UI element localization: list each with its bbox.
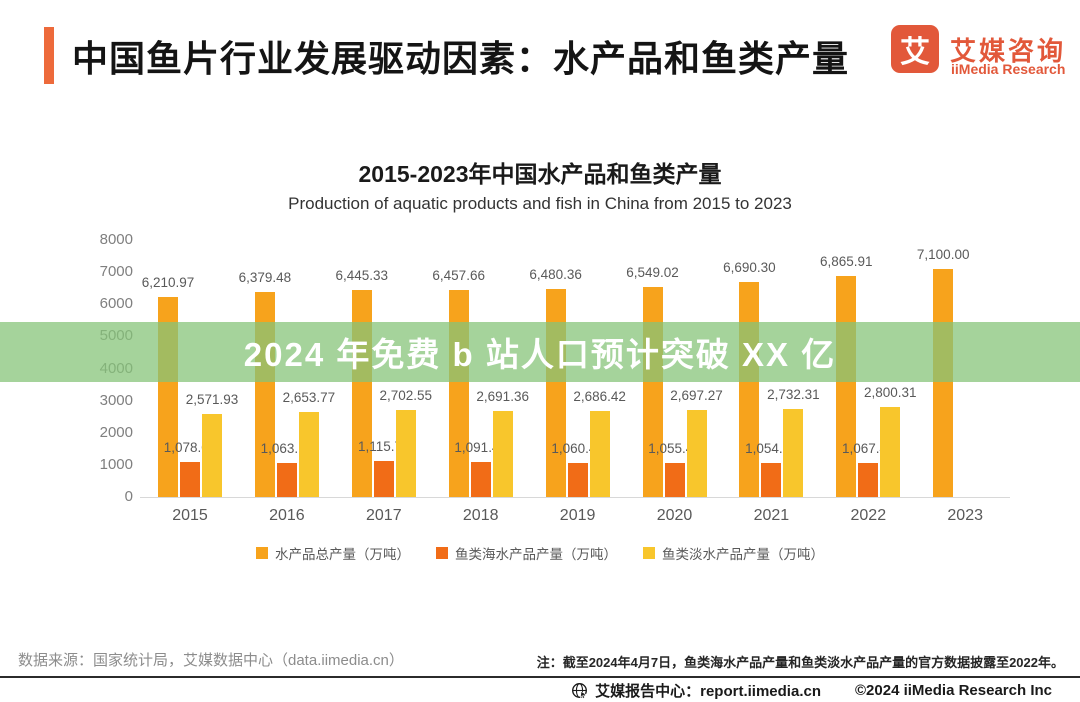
- legend-label: 鱼类海水产品产量（万吨）: [455, 547, 617, 562]
- page-title: 中国鱼片行业发展驱动因素：水产品和鱼类产量: [72, 38, 850, 79]
- bar-value-label: 2,686.42: [573, 388, 626, 404]
- bar-2018-s2: [492, 410, 513, 497]
- x-axis-year-label: 2016: [269, 507, 305, 524]
- x-axis-year-label: 2022: [850, 507, 887, 524]
- logo-glyph: 艾: [900, 36, 930, 69]
- bar-value-label: 1,055.41: [648, 441, 701, 457]
- x-axis-year-label: 2017: [366, 507, 402, 524]
- y-tick-label: 1000: [99, 455, 133, 473]
- legend-item: 鱼类淡水产品产量（万吨）: [643, 543, 824, 563]
- logo-name-en: iiMedia Research: [951, 61, 1066, 77]
- report-center-wrap: 艾媒报告中心：report.iimedia.cn: [571, 680, 821, 701]
- y-tick-label: 3000: [99, 391, 133, 409]
- bar-2017-s2: [395, 410, 416, 497]
- bar-value-label: 1,060.48: [551, 440, 604, 456]
- bar-2016-s2: [298, 411, 319, 497]
- footnote-text: 注：截至2024年4月7日，鱼类海水产品产量和鱼类淡水产品产量的官方数据披露至2…: [536, 655, 1064, 670]
- bar-value-label: 1,063.15: [260, 440, 314, 456]
- legend-item: 水产品总产量（万吨）: [256, 543, 410, 563]
- bar-value-label: 6,480.36: [529, 266, 582, 282]
- x-axis-year-label: 2018: [462, 507, 499, 524]
- chart-legend: 水产品总产量（万吨） 鱼类海水产品产量（万吨） 鱼类淡水产品产量（万吨）: [0, 543, 1080, 563]
- report-center-text: 艾媒报告中心：report.iimedia.cn: [595, 683, 821, 700]
- bar-2022-s1: [858, 462, 879, 497]
- bar-value-label: 1,078.02: [163, 440, 217, 456]
- bar-2023-s0: [933, 268, 954, 497]
- iimedia-logo-icon: 艾: [891, 25, 939, 73]
- bar-value-label: 6,210.97: [141, 275, 195, 291]
- bar-value-label: 2,571.93: [185, 392, 239, 408]
- bar-value-label: 1,067.40: [842, 440, 895, 456]
- bar-2016-s1: [276, 462, 297, 497]
- logo-name-cn: 艾媒咨询: [950, 36, 1067, 66]
- x-axis-year-label: 2020: [656, 507, 693, 524]
- chart-title: 2015-2023年中国水产品和鱼类产量: [358, 161, 722, 187]
- bar-value-label: 1,091.48: [454, 439, 507, 455]
- bar-value-label: 6,445.33: [335, 267, 389, 283]
- bar-2018-s1: [470, 461, 491, 497]
- y-tick-label: 8000: [99, 231, 133, 248]
- bar-value-label: 6,549.02: [626, 264, 679, 280]
- bar-value-label: 7,100.00: [916, 246, 970, 262]
- copyright-text: ©2024 iiMedia Research Inc: [855, 682, 1052, 699]
- bar-2020-s1: [664, 463, 685, 497]
- header-accent-bar: [44, 27, 54, 84]
- legend-swatch-icon: [256, 547, 268, 559]
- bar-value-label: 6,379.48: [238, 270, 292, 286]
- x-axis-line: [140, 497, 1010, 498]
- legend-label: 水产品总产量（万吨）: [275, 547, 410, 562]
- chart-subtitle: Production of aquatic products and fish …: [288, 194, 792, 213]
- x-axis-year-label: 2015: [172, 507, 208, 524]
- legend-item: 鱼类海水产品产量（万吨）: [436, 543, 617, 563]
- bar-2019-s2: [589, 410, 610, 497]
- y-tick-label: 2000: [99, 423, 133, 441]
- bar-value-label: 6,690.30: [723, 260, 776, 276]
- bar-2019-s1: [567, 462, 588, 497]
- y-tick-label: 6000: [99, 295, 133, 313]
- bottom-bar: 艾媒报告中心：report.iimedia.cn ©2024 iiMedia R…: [571, 680, 1052, 701]
- y-tick-label: 0: [124, 488, 133, 505]
- bar-2015-s2: [202, 414, 222, 497]
- bar-value-label: 1,054.18: [745, 441, 798, 457]
- y-tick-label: 7000: [99, 263, 133, 281]
- overlay-banner-text: 2024 年免费 b 站人口预计突破 XX 亿: [243, 336, 837, 373]
- bar-value-label: 2,702.55: [379, 388, 433, 404]
- bar-value-label: 2,653.77: [282, 389, 336, 405]
- bar-value-label: 2,800.31: [864, 385, 917, 401]
- x-axis-year-label: 2021: [753, 507, 790, 524]
- legend-swatch-icon: [643, 547, 655, 559]
- x-axis-year-label: 2019: [559, 507, 596, 524]
- bar-2020-s2: [686, 410, 707, 497]
- bar-2022-s2: [880, 407, 901, 497]
- bar-value-label: 2,732.31: [767, 387, 820, 403]
- overlay-banner: 2024 年免费 b 站人口预计突破 XX 亿: [0, 322, 1080, 382]
- bar-value-label: 2,691.36: [476, 388, 529, 404]
- data-source-text: 数据来源：国家统计局，艾媒数据中心（data.iimedia.cn）: [18, 652, 404, 669]
- bar-value-label: 6,457.66: [432, 267, 485, 283]
- x-axis-year-label: 2023: [947, 507, 983, 524]
- legend-swatch-icon: [436, 547, 448, 559]
- bar-value-label: 1,115.78: [358, 439, 410, 455]
- legend-label: 鱼类淡水产品产量（万吨）: [662, 547, 824, 562]
- bottom-divider: [0, 676, 1080, 678]
- bar-2017-s1: [373, 461, 394, 497]
- bar-2021-s2: [783, 409, 804, 497]
- globe-cursor-icon: [572, 683, 588, 699]
- bar-2021-s1: [761, 463, 782, 497]
- bar-value-label: 6,865.91: [820, 254, 873, 270]
- bar-value-label: 2,697.27: [670, 388, 723, 404]
- bar-2015-s1: [180, 462, 200, 497]
